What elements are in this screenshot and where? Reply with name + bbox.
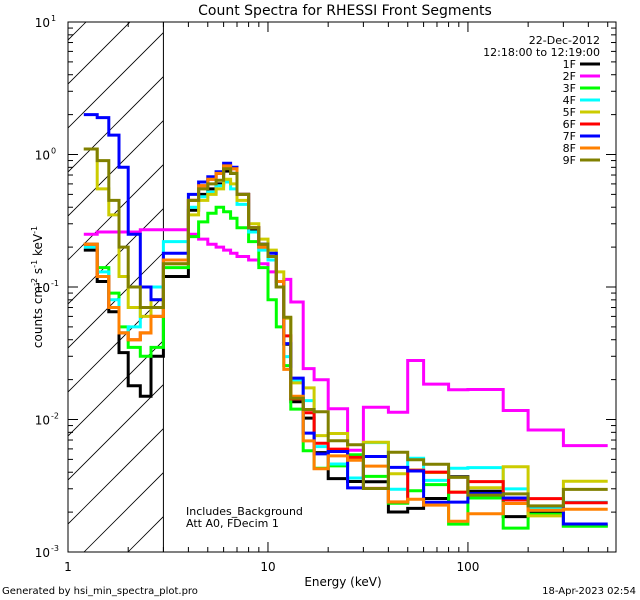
- y-tick-exponent: -3: [51, 544, 59, 553]
- y-tick-label: 10: [35, 149, 50, 163]
- ylabel-sup2: -1: [30, 260, 39, 268]
- axis-ticks: [67, 21, 616, 553]
- series-layer: [83, 113, 608, 530]
- footer-generated-by: Generated by hsi_min_spectra_plot.pro: [2, 586, 198, 597]
- series-line-9F: [83, 147, 608, 508]
- legend-label-8F: 8F: [563, 142, 576, 155]
- x-tick-label: 10: [260, 560, 275, 574]
- hatch-line: [216, 0, 640, 552]
- x-axis-label: Energy (keV): [304, 575, 381, 589]
- y-tick-exponent: 0: [51, 147, 56, 156]
- y-tick-label: 10: [35, 546, 50, 560]
- y-axis-label: counts cm-2 s-1 keV-1: [30, 226, 45, 348]
- legend-label-7F: 7F: [563, 130, 576, 143]
- y-tick-label: 10: [35, 281, 50, 295]
- hatch-line: [68, 164, 164, 261]
- legend-label-5F: 5F: [563, 106, 576, 119]
- hatch-line: [68, 22, 131, 85]
- chart-title: Count Spectra for RHESSI Front Segments: [198, 3, 492, 19]
- ylabel-main: counts cm: [31, 286, 45, 348]
- legend-label-6F: 6F: [563, 118, 576, 131]
- hatch-line: [0, 0, 112, 552]
- legend-label-2F: 2F: [563, 70, 576, 83]
- x-tick-labels: 1 10 100: [64, 560, 479, 574]
- legend-date: 22-Dec-2012: [529, 34, 600, 47]
- x-tick-label: 1: [64, 560, 72, 574]
- hatch-line: [68, 384, 164, 481]
- annotation-background: Includes_Background: [186, 505, 303, 518]
- y-tick-exponent: -2: [51, 412, 59, 421]
- ylabel-end: keV: [31, 233, 45, 260]
- hatch-line: [68, 22, 87, 41]
- hatch-line: [68, 32, 164, 129]
- ylabel-sup1: -2: [30, 278, 39, 286]
- legend-label-3F: 3F: [563, 82, 576, 95]
- legend-time-range: 12:18:00 to 12:19:00: [483, 46, 600, 59]
- y-tick-label: 10: [35, 414, 50, 428]
- y-tick-exponent: 1: [51, 14, 56, 23]
- y-tick-exponent: -1: [51, 279, 59, 288]
- hatch-line: [68, 428, 164, 525]
- hatch-line: [68, 208, 164, 305]
- y-tick-label: 10: [35, 16, 50, 30]
- legend-label-1F: 1F: [563, 58, 576, 71]
- annotation-attenuator: Att A0, FDecim 1: [186, 517, 279, 530]
- x-tick-label: 100: [456, 560, 479, 574]
- ylabel-mid: s: [31, 268, 45, 278]
- ylabel-sup3: -1: [30, 226, 39, 234]
- hatch-line: [68, 296, 164, 393]
- legend-label-4F: 4F: [563, 94, 576, 107]
- legend-label-9F: 9F: [563, 154, 576, 167]
- footer-timestamp: 18-Apr-2023 02:54: [542, 586, 636, 597]
